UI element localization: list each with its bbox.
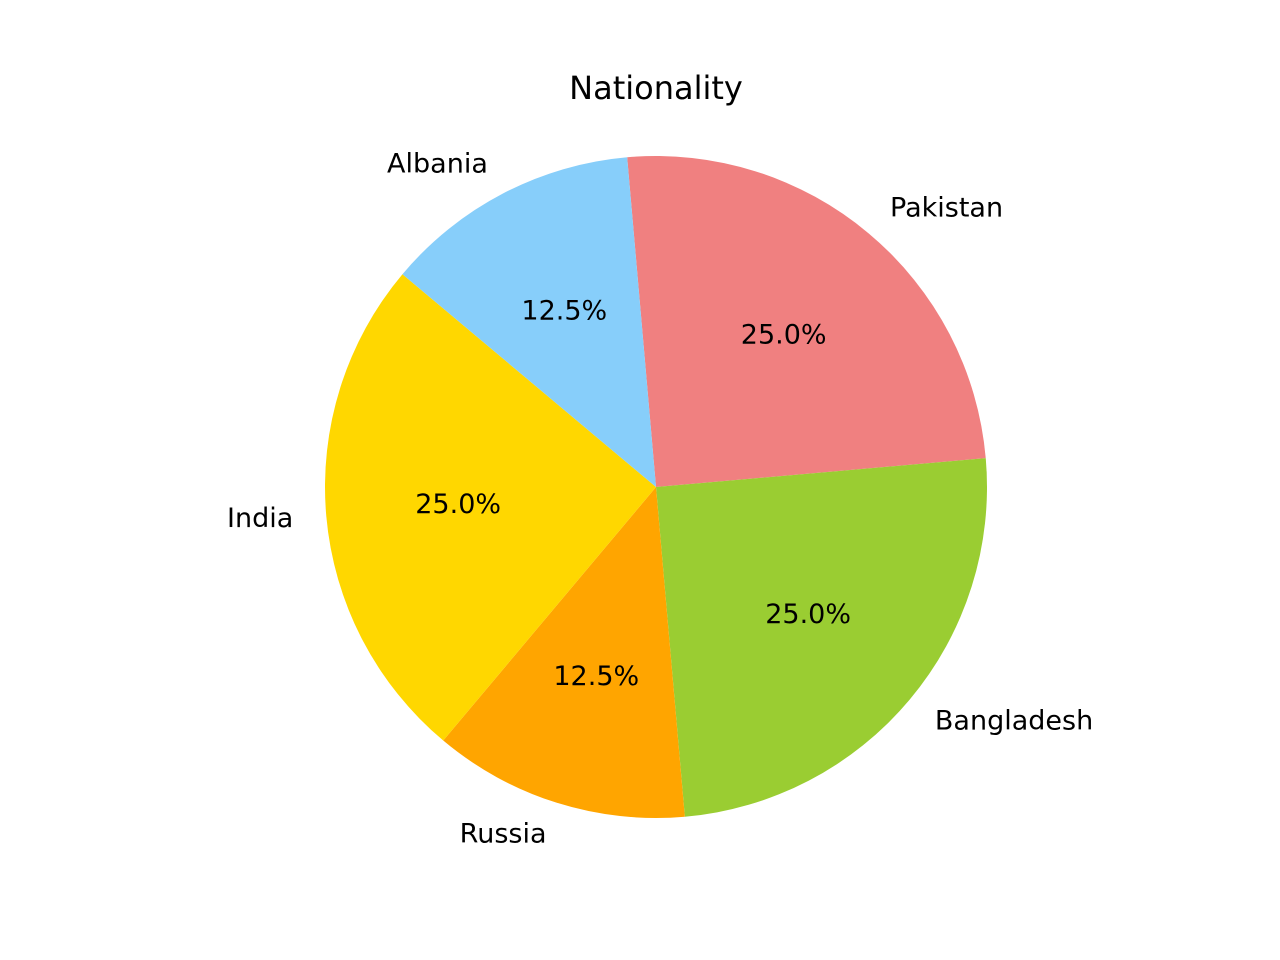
pct-label-russia: 12.5% [553, 661, 639, 692]
pie-slice-albania [402, 157, 656, 487]
chart-title: Nationality [569, 69, 743, 107]
slice-label-albania: Albania [387, 149, 488, 180]
pie-slice-russia [443, 487, 685, 818]
pct-label-bangladesh: 25.0% [765, 599, 851, 630]
pie-slice-pakistan [627, 156, 986, 487]
pie-labels: Pakistan 25.0% Bangladesh 25.0% Russia 12.5% I… [227, 149, 1093, 850]
slice-label-india: India [227, 503, 293, 534]
slice-label-bangladesh: Bangladesh [935, 706, 1093, 737]
pie-slices [324, 156, 987, 818]
pct-label-albania: 12.5% [521, 295, 607, 326]
slice-label-russia: Russia [460, 819, 547, 850]
pct-label-india: 25.0% [415, 489, 501, 520]
pie-slice-india [324, 274, 656, 741]
pie-slice-bangladesh [656, 458, 987, 817]
pct-label-pakistan: 25.0% [741, 319, 827, 350]
slice-label-pakistan: Pakistan [890, 193, 1003, 224]
